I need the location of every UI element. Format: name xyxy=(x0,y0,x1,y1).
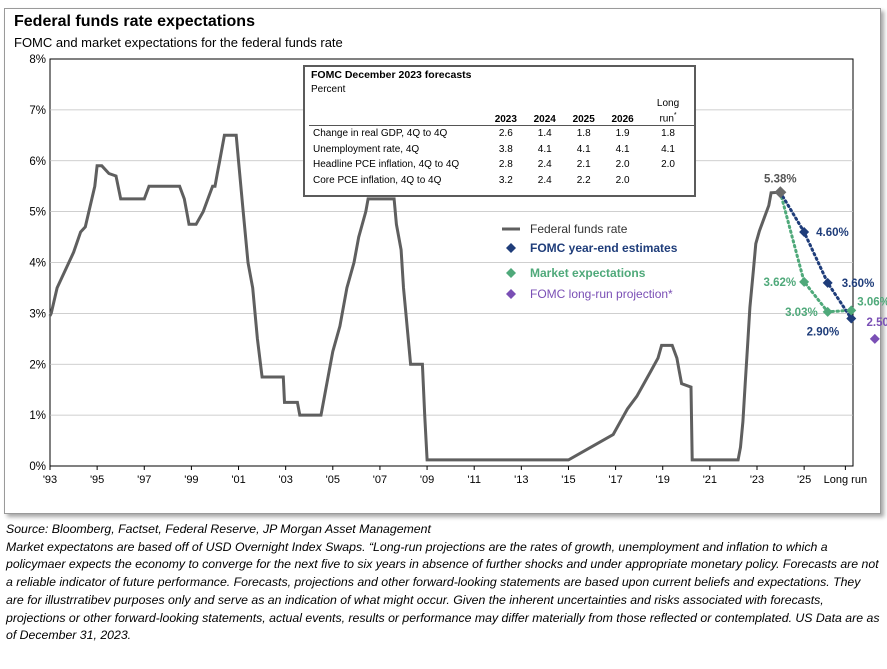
long-run-line: run* xyxy=(659,111,677,124)
data-label: 3.62% xyxy=(764,277,797,289)
legend-market-label: Market expectations xyxy=(530,266,646,280)
header-blank xyxy=(309,97,486,126)
legend-longrun-label: FOMC long-run projection* xyxy=(530,287,673,301)
table-cell: 2.1 xyxy=(576,159,591,171)
x-tick-label: '05 xyxy=(326,474,340,486)
table-cell: 4.1 xyxy=(576,143,591,155)
x-tick-label: '97 xyxy=(137,474,151,486)
data-label: 3.06% xyxy=(857,296,887,308)
table-cell: 2.6 xyxy=(486,125,526,142)
table-cell: 2.4 xyxy=(537,159,552,171)
y-tick-label: 8% xyxy=(29,54,46,66)
x-tick-label: '15 xyxy=(561,474,575,486)
fed-funds-line xyxy=(48,133,781,462)
y-tick-label: 5% xyxy=(29,207,46,219)
data-label: 3.60% xyxy=(842,278,875,290)
market-point xyxy=(846,305,857,316)
header-year: 2026 xyxy=(611,114,634,125)
x-tick-label: '93 xyxy=(43,474,57,486)
legend-fed-funds-label: Federal funds rate xyxy=(530,222,628,236)
disclaimer-note: Market expectatons are based off of USD … xyxy=(6,539,880,643)
data-label: 5.38% xyxy=(764,173,797,185)
table-cell: 4.1 xyxy=(537,143,552,155)
table-cell: 4.1 xyxy=(661,143,675,155)
x-tick-label: '25 xyxy=(797,474,811,486)
fomc-point xyxy=(799,226,810,237)
forecast-grid: 2023 2024 2025 2026 Long run* Change in r… xyxy=(309,97,694,188)
table-cell: 2.0 xyxy=(661,159,675,171)
table-cell: 2.0 xyxy=(615,159,630,171)
x-tick-label: '09 xyxy=(420,474,434,486)
y-tick-label: 3% xyxy=(29,308,46,320)
x-tick-label: '11 xyxy=(467,474,481,486)
header-year: 2025 xyxy=(572,114,595,125)
row-label: Change in real GDP, 4Q to 4Q xyxy=(309,125,487,142)
x-tick-label: '19 xyxy=(656,474,670,486)
x-tick-label: '01 xyxy=(231,474,245,486)
table-row: Headline PCE inflation, 4Q to 4Q 2.8 2.4… xyxy=(309,157,694,173)
row-label: Headline PCE inflation, 4Q to 4Q xyxy=(313,159,460,171)
table-cell: 2.8 xyxy=(498,159,513,171)
x-tick-label: '95 xyxy=(90,474,104,486)
y-tick-label: 6% xyxy=(29,156,46,168)
y-tick-label: 0% xyxy=(29,461,46,473)
chart-title: Federal funds rate expectations xyxy=(14,13,255,30)
legend-longrun-swatch xyxy=(506,289,516,299)
x-tick-label: '07 xyxy=(373,474,387,486)
table-row: Change in real GDP, 4Q to 4Q 2.6 1.4 1.8… xyxy=(309,125,694,142)
x-tick-label: Long run xyxy=(824,474,867,486)
legend-market-swatch xyxy=(506,268,516,278)
table-cell: 2.4 xyxy=(537,174,552,186)
x-tick-label: '17 xyxy=(608,474,622,486)
table-cell: 3.2 xyxy=(498,174,513,186)
footnote: Source: Bloomberg, Factset, Federal Rese… xyxy=(6,521,881,645)
market-point xyxy=(799,276,810,287)
table-cell: 2.2 xyxy=(576,174,591,186)
market-expectations-line xyxy=(778,190,853,314)
table-cell: 4.1 xyxy=(615,143,630,155)
table-cell: 1.8 xyxy=(564,125,604,142)
table-row: Unemployment rate, 4Q 3.8 4.1 4.1 4.1 4.… xyxy=(309,142,694,158)
legend-fomc-swatch xyxy=(506,243,516,253)
source-note: Source: Bloomberg, Factset, Federal Rese… xyxy=(6,522,431,536)
table-cell: 1.9 xyxy=(603,125,643,142)
fomc-estimates-line xyxy=(778,190,853,320)
data-label: 2.50% xyxy=(867,317,887,329)
header-long-run: Long run* xyxy=(642,97,694,126)
header-year: 2023 xyxy=(494,114,517,125)
table-cell: 1.4 xyxy=(525,125,565,142)
x-tick-label: '21 xyxy=(703,474,717,486)
current-rate-marker xyxy=(774,186,787,199)
row-label: Unemployment rate, 4Q xyxy=(313,143,420,155)
fomc-point xyxy=(846,313,857,324)
x-tick-label: '99 xyxy=(184,474,198,486)
legend-fomc-label: FOMC year-end estimates xyxy=(530,241,678,255)
table-row: Core PCE inflation, 4Q to 4Q 3.2 2.4 2.2… xyxy=(309,173,694,189)
forecast-table-unit: Percent xyxy=(311,84,346,95)
data-label: 3.03% xyxy=(785,307,818,319)
x-tick-label: '13 xyxy=(514,474,528,486)
forecast-table-title: FOMC December 2023 forecasts xyxy=(311,69,472,81)
data-label: 2.90% xyxy=(807,326,840,338)
y-tick-label: 2% xyxy=(29,359,46,371)
x-tick-label: '23 xyxy=(750,474,764,486)
y-tick-label: 4% xyxy=(29,258,46,270)
forecast-table: FOMC December 2023 forecasts Percent 202… xyxy=(303,65,696,197)
header-year: 2024 xyxy=(533,114,556,125)
market-point xyxy=(822,306,833,317)
fomc-point xyxy=(822,277,833,288)
row-label: Core PCE inflation, 4Q to 4Q xyxy=(313,174,442,186)
table-cell xyxy=(642,173,694,189)
table-cell: 1.8 xyxy=(642,125,694,142)
y-tick-label: 7% xyxy=(29,105,46,117)
forecast-header-row: 2023 2024 2025 2026 Long run* xyxy=(309,97,694,126)
chart-subtitle: FOMC and market expectations for the fed… xyxy=(14,35,343,50)
long-run-point xyxy=(869,333,880,344)
y-tick-label: 1% xyxy=(29,410,46,422)
long-run-line: Long xyxy=(656,97,680,109)
table-cell: 3.8 xyxy=(498,143,513,155)
x-tick-label: '03 xyxy=(278,474,292,486)
data-label: 4.60% xyxy=(816,227,849,239)
table-cell: 2.0 xyxy=(615,174,630,186)
